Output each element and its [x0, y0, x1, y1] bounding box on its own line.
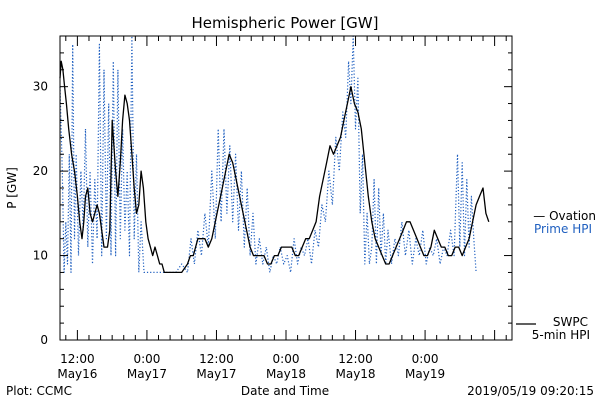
series-layer [59, 35, 490, 274]
legend-ovation-line1: — Ovation [533, 209, 596, 223]
plot-timestamp: 2019/05/19 09:20:15 [467, 384, 594, 398]
x-tick-label-date: May16 [57, 367, 97, 381]
x-axis: 12:00May160:00May1712:00May170:00May1812… [57, 36, 507, 381]
x-tick-label-date: May18 [266, 367, 306, 381]
x-axis-label: Date and Time [241, 384, 329, 398]
x-tick-label-date: May17 [127, 367, 167, 381]
series-line-swpc-hpi [59, 60, 490, 274]
x-tick-label-time: 0:00 [412, 352, 439, 366]
y-axis: 0 10 20 30 [33, 35, 512, 347]
plot-frame [59, 35, 513, 341]
series-line-ovation-prime [59, 35, 477, 273]
legend-swpc-line1: SWPC [553, 315, 588, 329]
legend-swpc-line2: 5-min HPI [532, 328, 590, 342]
x-tick-label-time: 0:00 [273, 352, 300, 366]
x-tick-label-time: 0:00 [133, 352, 160, 366]
plot-credit: Plot: CCMC [6, 384, 72, 398]
x-tick-label-date: May17 [196, 367, 236, 381]
x-tick-label-date: May18 [335, 367, 375, 381]
x-tick-label-date: May19 [405, 367, 445, 381]
y-tick-label: 0 [40, 333, 48, 347]
x-tick-label-time: 12:00 [338, 352, 373, 366]
x-tick-label-time: 12:00 [60, 352, 95, 366]
y-tick-label: 30 [33, 80, 48, 94]
chart-title: Hemispheric Power [GW] [192, 14, 379, 32]
legend-ovation-line2: Prime HPI [534, 222, 592, 236]
y-tick-label: 20 [33, 164, 48, 178]
x-tick-label-time: 12:00 [199, 352, 234, 366]
y-tick-label: 10 [33, 249, 48, 263]
y-axis-label: P [GW] [5, 167, 19, 209]
